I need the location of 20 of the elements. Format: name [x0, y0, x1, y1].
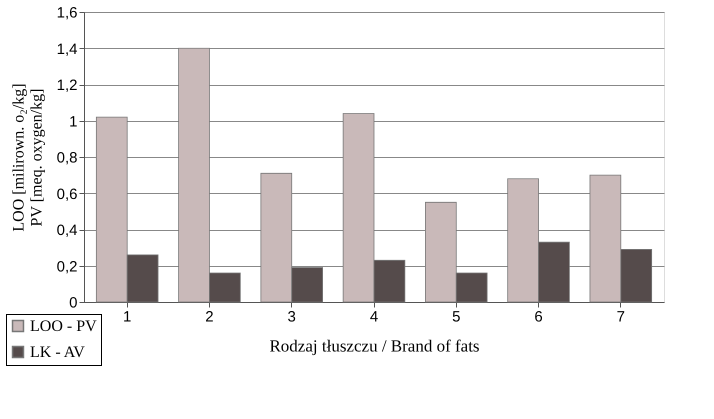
x-tick-label: 7: [616, 308, 625, 326]
y-tick-label: 0: [69, 294, 78, 312]
x-axis-title: Rodzaj tłuszczu / Brand of fats: [269, 336, 480, 356]
legend-label: LK - AV: [30, 344, 86, 361]
y-tick-label: 1,2: [56, 77, 78, 94]
y-tick-label: 0,2: [56, 258, 78, 276]
y-tick-label: 0,8: [56, 150, 78, 166]
y-tick-label: 0,6: [56, 186, 78, 203]
y-axis-title: LOO [milirown. o₂/kg] PV [meq. oxygen/kg]: [10, 83, 46, 232]
x-tick-label: 1: [123, 308, 132, 326]
x-tick-label: 4: [370, 308, 378, 326]
legend-label: LOO - PV: [30, 318, 98, 335]
y-tick-label: 0,4: [56, 222, 78, 239]
y-tick-label: 1: [69, 113, 78, 130]
y-tick-label: 1,4: [56, 40, 78, 58]
x-tick-label: 3: [288, 308, 296, 326]
x-tick-label: 6: [534, 308, 543, 326]
x-tick-label: 2: [205, 308, 214, 326]
y-tick-label: 1,6: [56, 4, 78, 22]
x-tick-label: 5: [452, 308, 460, 326]
